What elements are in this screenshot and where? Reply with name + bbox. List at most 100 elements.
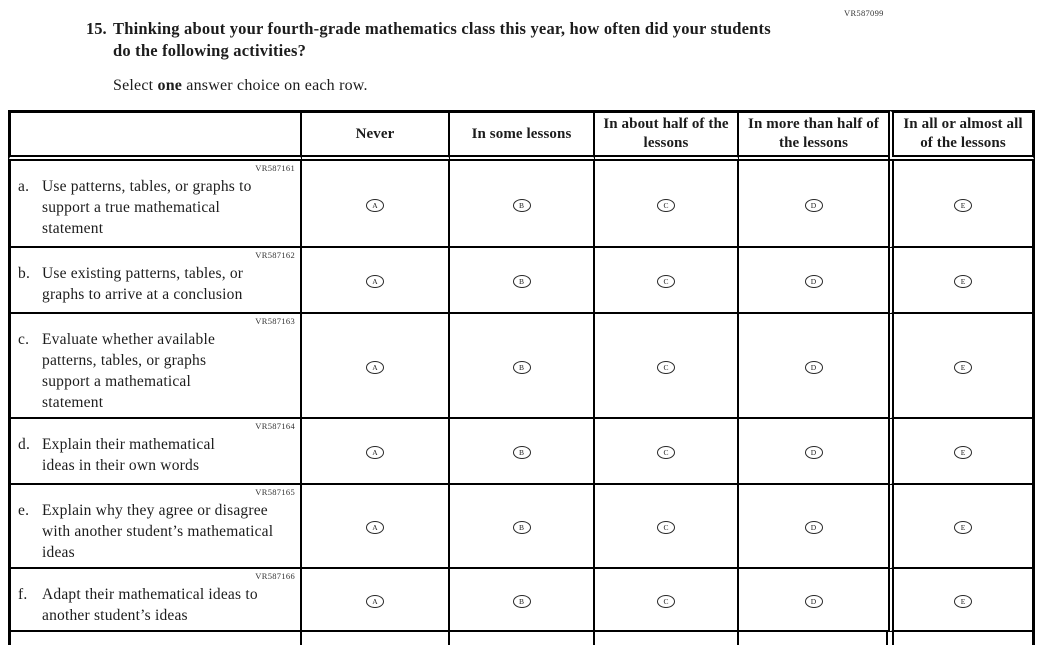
option-cell: E bbox=[888, 569, 1035, 632]
answer-bubble-e[interactable]: E bbox=[954, 198, 972, 212]
row-code: VR587162 bbox=[255, 250, 295, 260]
option-cell: D bbox=[739, 314, 888, 419]
row-letter: b. bbox=[18, 265, 31, 282]
answer-bubble-e[interactable]: E bbox=[954, 360, 972, 374]
answer-bubble-d[interactable]: D bbox=[804, 521, 823, 534]
row-letter: a. bbox=[18, 178, 30, 195]
option-cell: E bbox=[888, 314, 1035, 419]
row-label-cell: VR587162 b. Use existing patterns, tables… bbox=[8, 248, 302, 314]
column-header-about-half: In about half of the lessons bbox=[595, 110, 739, 161]
table-rule-stub bbox=[1032, 631, 1035, 645]
column-header-never: Never bbox=[302, 110, 450, 161]
row-text: Use patterns, tables, or graphs to suppo… bbox=[42, 178, 252, 237]
answer-bubble-b[interactable]: B bbox=[512, 198, 531, 212]
table-rule-stub bbox=[8, 631, 11, 645]
option-cell: E bbox=[888, 248, 1035, 314]
answer-bubble-a[interactable]: A bbox=[366, 275, 384, 288]
answer-bubble-d[interactable]: D bbox=[804, 275, 823, 288]
table-rule-stub bbox=[593, 631, 595, 645]
option-cell: E bbox=[888, 419, 1035, 485]
row-text: Explain why they agree or disagree with … bbox=[42, 502, 274, 561]
option-cell: C bbox=[595, 569, 739, 632]
option-cell: E bbox=[888, 485, 1035, 569]
row-label-cell: VR587166 f. Adapt their mathematical idea… bbox=[8, 569, 302, 632]
answer-bubble-c[interactable]: C bbox=[657, 446, 675, 459]
option-cell: B bbox=[450, 161, 595, 248]
option-cell: D bbox=[739, 419, 888, 485]
option-cell: B bbox=[450, 419, 595, 485]
response-matrix: Never In some lessons In about half of t… bbox=[8, 110, 1035, 632]
option-cell: D bbox=[739, 485, 888, 569]
question-block: 15. Thinking about your fourth-grade mat… bbox=[86, 18, 806, 96]
answer-bubble-d[interactable]: D bbox=[804, 594, 823, 608]
answer-bubble-b[interactable]: B bbox=[512, 360, 531, 374]
answer-bubble-b[interactable]: B bbox=[512, 446, 531, 459]
option-cell: C bbox=[595, 419, 739, 485]
answer-bubble-b[interactable]: B bbox=[512, 521, 531, 534]
option-cell: A bbox=[302, 419, 450, 485]
row-text: Evaluate whether available patterns, tab… bbox=[42, 331, 216, 411]
answer-bubble-e[interactable]: E bbox=[954, 521, 972, 534]
option-cell: A bbox=[302, 314, 450, 419]
question-body: Thinking about your fourth-grade mathema… bbox=[113, 18, 806, 96]
answer-bubble-a[interactable]: A bbox=[366, 446, 384, 459]
answer-bubble-d[interactable]: D bbox=[804, 360, 823, 374]
answer-bubble-c[interactable]: C bbox=[657, 198, 675, 212]
row-label-cell: VR587165 e. Explain why they agree or dis… bbox=[8, 485, 302, 569]
option-cell: D bbox=[739, 161, 888, 248]
answer-bubble-c[interactable]: C bbox=[657, 521, 675, 534]
row-label-cell: VR587164 d. Explain their mathematical id… bbox=[8, 419, 302, 485]
row-code: VR587165 bbox=[255, 487, 295, 497]
answer-bubble-d[interactable]: D bbox=[804, 446, 823, 459]
option-cell: D bbox=[739, 248, 888, 314]
answer-bubble-a[interactable]: A bbox=[366, 521, 384, 534]
answer-bubble-a[interactable]: A bbox=[366, 198, 384, 212]
row-label-cell: VR587163 c. Evaluate whether available pa… bbox=[8, 314, 302, 419]
row-letter: f. bbox=[18, 586, 28, 603]
row-code: VR587163 bbox=[255, 316, 295, 326]
answer-bubble-b[interactable]: B bbox=[512, 275, 531, 288]
answer-bubble-e[interactable]: E bbox=[954, 594, 972, 608]
table-rule-stub bbox=[886, 631, 888, 645]
option-cell: A bbox=[302, 485, 450, 569]
option-cell: E bbox=[888, 161, 1035, 248]
table-rule-stub bbox=[448, 631, 450, 645]
activity-row-c: VR587163 c. Evaluate whether available pa… bbox=[8, 314, 1035, 419]
option-cell: A bbox=[302, 161, 450, 248]
instruction-text: Select one answer choice on each row. bbox=[113, 75, 806, 96]
table-rule-stub bbox=[892, 631, 894, 645]
header-row: Never In some lessons In about half of t… bbox=[8, 110, 1035, 161]
option-cell: B bbox=[450, 248, 595, 314]
option-cell: B bbox=[450, 314, 595, 419]
row-code: VR587166 bbox=[255, 571, 295, 581]
answer-bubble-a[interactable]: A bbox=[366, 594, 384, 608]
answer-bubble-b[interactable]: B bbox=[512, 594, 531, 608]
row-letter: e. bbox=[18, 502, 30, 519]
answer-bubble-c[interactable]: C bbox=[657, 275, 675, 288]
row-text: Explain their mathematical ideas in thei… bbox=[42, 436, 216, 474]
answer-bubble-e[interactable]: E bbox=[954, 446, 972, 459]
row-letter: c. bbox=[18, 331, 30, 348]
column-header-more-than-half: In more than half of the lessons bbox=[739, 110, 888, 161]
activity-row-a: VR587161 a. Use patterns, tables, or grap… bbox=[8, 161, 1035, 248]
instruction-prefix: Select bbox=[113, 77, 158, 94]
column-header-in-some-lessons: In some lessons bbox=[450, 110, 595, 161]
row-letter: d. bbox=[18, 436, 31, 453]
activity-row-d: VR587164 d. Explain their mathematical id… bbox=[8, 419, 1035, 485]
page-code: VR587099 bbox=[844, 8, 884, 18]
answer-bubble-c[interactable]: C bbox=[657, 594, 675, 608]
row-code: VR587164 bbox=[255, 421, 295, 431]
row-label-cell: VR587161 a. Use patterns, tables, or grap… bbox=[8, 161, 302, 248]
header-empty-cell bbox=[8, 110, 302, 161]
option-cell: B bbox=[450, 569, 595, 632]
answer-bubble-a[interactable]: A bbox=[366, 360, 384, 374]
answer-bubble-e[interactable]: E bbox=[954, 275, 972, 288]
option-cell: A bbox=[302, 569, 450, 632]
answer-bubble-c[interactable]: C bbox=[657, 360, 675, 374]
row-code: VR587161 bbox=[255, 163, 295, 173]
option-cell: C bbox=[595, 161, 739, 248]
option-cell: B bbox=[450, 485, 595, 569]
table-rule-stub bbox=[300, 631, 302, 645]
answer-bubble-d[interactable]: D bbox=[804, 198, 823, 212]
